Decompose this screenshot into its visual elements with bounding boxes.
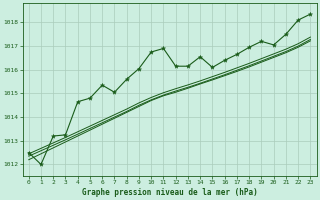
X-axis label: Graphe pression niveau de la mer (hPa): Graphe pression niveau de la mer (hPa) [82,188,258,197]
